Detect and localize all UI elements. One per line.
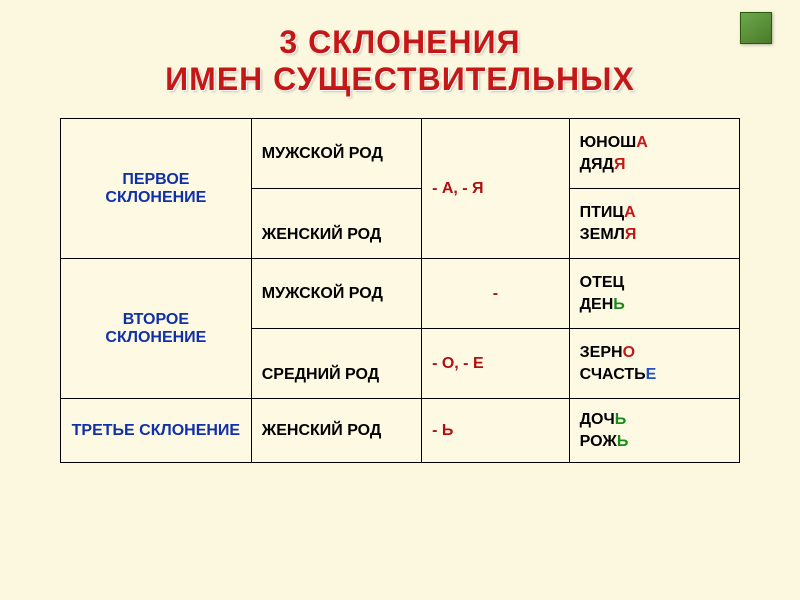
example-word-base: ЗЕМЛ [580,226,625,243]
gender-cell: СРЕДНИЙ РОД [251,329,421,399]
declension-cell: ПЕРВОЕ СКЛОНЕНИЕ [61,119,252,259]
example-cell: ЗЕРНО СЧАСТЬЕ [569,329,739,399]
ending-cell: - Ь [422,399,570,463]
example-word-ending: А [624,204,636,221]
slide-title: 3 СКЛОНЕНИЯ ИМЕН СУЩЕСТВИТЕЛЬНЫХ [0,0,800,118]
table-row: ПЕРВОЕ СКЛОНЕНИЕ МУЖСКОЙ РОД - А, - Я ЮН… [61,119,740,189]
example-word-ending: Ь [617,433,629,450]
example-cell: ЮНОША ДЯДЯ [569,119,739,189]
example-word-base: ДОЧ [580,411,615,428]
declension-cell: ТРЕТЬЕ СКЛОНЕНИЕ [61,399,252,463]
title-line-1: 3 СКЛОНЕНИЯ [0,24,800,61]
example-cell: ОТЕЦ ДЕНЬ [569,259,739,329]
gender-cell: МУЖСКОЙ РОД [251,259,421,329]
example-word-ending: Ь [615,411,627,428]
example-cell: ПТИЦА ЗЕМЛЯ [569,189,739,259]
example-word-base: ЗЕРН [580,344,623,361]
table-row: ТРЕТЬЕ СКЛОНЕНИЕ ЖЕНСКИЙ РОД - Ь ДОЧЬ РО… [61,399,740,463]
example-cell: ДОЧЬ РОЖЬ [569,399,739,463]
next-slide-button[interactable] [740,12,772,44]
declension-cell: ВТОРОЕ СКЛОНЕНИЕ [61,259,252,399]
declension-table: ПЕРВОЕ СКЛОНЕНИЕ МУЖСКОЙ РОД - А, - Я ЮН… [60,118,740,463]
example-word-base: ОТЕЦ [580,274,625,291]
example-word-base: ДЯД [580,156,614,173]
example-word-ending: Я [625,226,637,243]
example-word-ending: Е [646,366,657,383]
gender-cell: ЖЕНСКИЙ РОД [251,399,421,463]
example-word-ending: Я [614,156,626,173]
title-line-2: ИМЕН СУЩЕСТВИТЕЛЬНЫХ [0,61,800,98]
gender-cell: ЖЕНСКИЙ РОД [251,189,421,259]
gender-cell: МУЖСКОЙ РОД [251,119,421,189]
ending-cell: - [422,259,570,329]
example-word-ending: Ь [613,296,625,313]
example-word-base: ПТИЦ [580,204,624,221]
example-word-base: ЮНОШ [580,134,637,151]
example-word-ending: О [623,344,635,361]
example-word-base: СЧАСТЬ [580,366,646,383]
ending-cell: - А, - Я [422,119,570,259]
example-word-base: ДЕН [580,296,614,313]
ending-cell: - О, - Е [422,329,570,399]
table-row: ВТОРОЕ СКЛОНЕНИЕ МУЖСКОЙ РОД - ОТЕЦ ДЕНЬ [61,259,740,329]
example-word-base: РОЖ [580,433,617,450]
example-word-ending: А [636,134,648,151]
